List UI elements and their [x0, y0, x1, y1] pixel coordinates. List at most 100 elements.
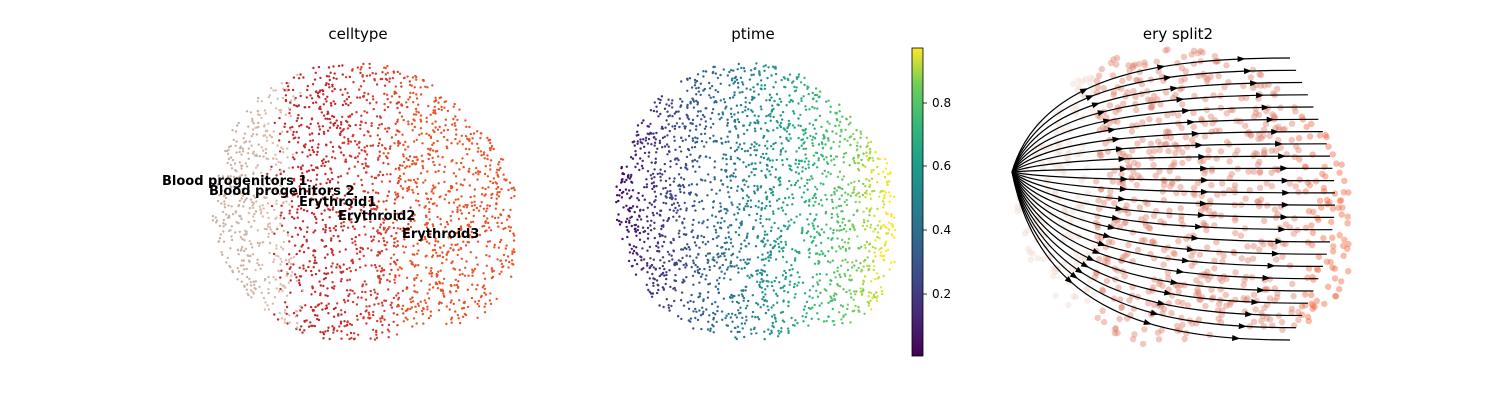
cell-point — [364, 310, 367, 313]
ptime-point — [732, 172, 735, 175]
cell-point — [474, 235, 477, 238]
cell-point — [210, 189, 214, 192]
ptime-point — [741, 295, 744, 298]
cell-point — [405, 287, 408, 291]
ptime-point — [824, 193, 827, 197]
cell-point — [308, 260, 311, 263]
cell-point — [358, 88, 361, 91]
cell-point — [261, 241, 264, 244]
cell-point — [461, 315, 465, 318]
cell-point — [292, 311, 296, 315]
cell-point — [330, 237, 333, 240]
ptime-point — [691, 118, 695, 122]
cell-point — [460, 161, 463, 165]
cell-point — [340, 313, 343, 316]
cell-point — [348, 167, 351, 170]
ery-point — [1168, 309, 1175, 317]
cell-point — [315, 173, 319, 176]
cell-point — [369, 316, 372, 320]
cell-point — [255, 154, 258, 158]
cell-point — [286, 147, 289, 150]
cell-point — [292, 263, 295, 266]
ptime-point — [688, 193, 692, 196]
ery-point — [1050, 272, 1057, 280]
ery-point — [1340, 252, 1347, 259]
ptime-point — [794, 257, 797, 260]
ery-point — [1158, 327, 1165, 334]
cell-point — [439, 246, 442, 249]
ery-point — [1089, 75, 1096, 82]
ptime-point — [683, 226, 686, 229]
ptime-point — [712, 122, 715, 126]
ptime-point — [838, 170, 842, 173]
cell-point — [368, 199, 371, 203]
ptime-point — [650, 177, 653, 180]
ptime-point — [658, 141, 662, 145]
cell-point — [254, 210, 258, 213]
ptime-point — [774, 240, 777, 243]
ptime-point — [857, 191, 861, 194]
cell-point — [309, 139, 312, 143]
cell-point — [336, 124, 339, 128]
ery-point — [1338, 161, 1345, 168]
ptime-point — [688, 129, 692, 132]
ptime-point — [640, 259, 643, 262]
cell-point — [371, 144, 375, 147]
ptime-point — [788, 268, 791, 272]
cell-point — [262, 184, 265, 187]
ptime-point — [728, 70, 731, 74]
ptime-point — [815, 230, 819, 234]
ery-point — [1344, 245, 1351, 252]
ery-point — [1089, 107, 1097, 114]
ptime-point — [834, 111, 837, 115]
ery-point — [1201, 73, 1209, 80]
cell-point — [446, 128, 450, 132]
ptime-point — [781, 147, 785, 150]
cell-point — [247, 220, 250, 224]
ptime-point — [814, 196, 818, 200]
ery-point — [1141, 59, 1148, 66]
cell-point — [366, 130, 369, 133]
cell-point — [271, 141, 274, 145]
ptime-point — [749, 199, 753, 202]
ptime-point — [640, 256, 643, 259]
ptime-point — [709, 96, 712, 99]
ptime-point — [769, 115, 772, 118]
ptime-point — [849, 279, 852, 282]
cell-point — [324, 172, 327, 176]
cell-point — [394, 122, 397, 126]
cell-point — [425, 266, 428, 269]
cell-point — [301, 289, 304, 292]
ptime-point — [655, 110, 659, 113]
ptime-point — [783, 289, 786, 293]
ptime-point — [616, 194, 619, 197]
ery-point — [1204, 76, 1211, 83]
cell-point — [256, 100, 259, 103]
cell-point — [316, 92, 320, 95]
cell-point — [407, 120, 410, 123]
cell-point — [265, 228, 268, 231]
ptime-point — [724, 140, 727, 144]
cell-point — [476, 263, 479, 266]
ptime-point — [777, 242, 780, 246]
cell-point — [270, 135, 273, 139]
cell-point — [374, 72, 378, 75]
cell-point — [310, 197, 313, 200]
ery-point — [1308, 300, 1315, 307]
cell-point — [254, 196, 257, 199]
ery-point — [1179, 321, 1186, 328]
cell-point — [405, 228, 409, 231]
cell-point — [424, 301, 428, 304]
cell-point — [439, 223, 442, 226]
cell-point — [279, 287, 282, 291]
cell-point — [412, 91, 415, 95]
ptime-point — [741, 327, 744, 330]
cell-point — [231, 158, 235, 162]
ptime-point — [681, 248, 685, 251]
cell-point — [247, 259, 251, 262]
ptime-point — [757, 115, 760, 118]
cell-point — [439, 217, 442, 221]
cell-point — [285, 294, 289, 297]
cell-point — [441, 261, 444, 265]
cell-point — [393, 281, 397, 284]
